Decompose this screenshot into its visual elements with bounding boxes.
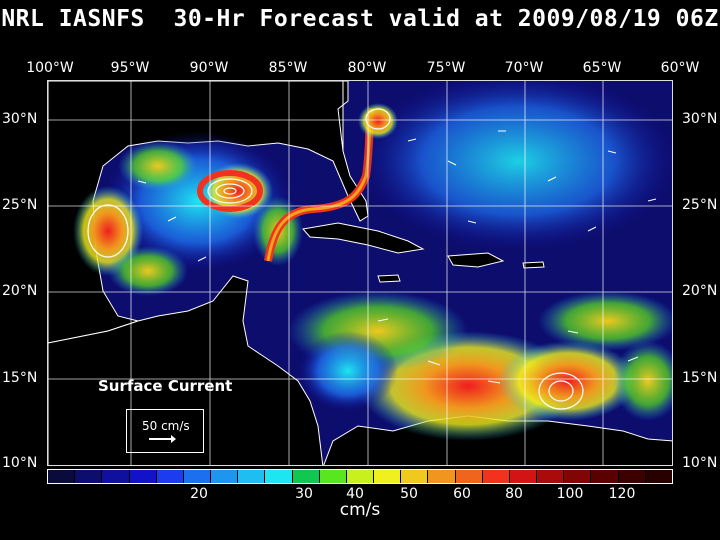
lat-label-25n-left: 25°N	[2, 197, 38, 213]
current-vectors	[137, 130, 657, 384]
current-map	[47, 80, 673, 466]
lon-label-75w: 75°W	[426, 60, 466, 76]
lat-label-25n-right: 25°N	[682, 197, 718, 213]
atlantic-coast-land	[337, 81, 349, 152]
colorbar-segment-8	[265, 470, 293, 483]
colorbar-segment-3	[129, 470, 157, 483]
lat-label-10n-left: 10°N	[2, 455, 38, 471]
lat-label-30n-right: 30°N	[682, 111, 718, 127]
colorbar-tick-100: 100	[556, 486, 584, 502]
hispaniola-land	[447, 252, 505, 268]
lon-label-95w: 95°W	[110, 60, 150, 76]
jamaica-land	[377, 274, 401, 283]
central-america-land	[48, 275, 324, 465]
lon-label-60w: 60°W	[660, 60, 700, 76]
lon-label-100w: 100°W	[26, 60, 74, 76]
colorbar-segment-15	[455, 470, 483, 483]
colorbar-units: cm/s	[339, 500, 381, 520]
colorbar-segment-17	[509, 470, 538, 483]
colorbar-segment-13	[401, 470, 429, 483]
lat-label-20n-right: 20°N	[682, 283, 718, 299]
colorbar-segment-0	[48, 470, 76, 483]
colorbar-segment-10	[319, 470, 347, 483]
cuba-land	[302, 222, 425, 254]
colorbar-segment-21	[618, 470, 646, 483]
colorbar-segment-1	[75, 470, 103, 483]
colorbar-tick-120: 120	[608, 486, 636, 502]
colorbar-segment-19	[564, 470, 592, 483]
lat-label-15n-right: 15°N	[682, 370, 718, 386]
lat-label-30n-left: 30°N	[2, 111, 38, 127]
lon-label-85w: 85°W	[268, 60, 308, 76]
lat-lon-grid	[48, 81, 672, 465]
lon-label-80w: 80°W	[347, 60, 387, 76]
current-speed-field	[73, 81, 672, 441]
lat-label-20n-left: 20°N	[2, 283, 38, 299]
colorbar-tick-50: 50	[400, 486, 418, 502]
reference-arrow-icon	[149, 435, 176, 443]
colorbar-segment-9	[292, 470, 320, 483]
colorbar-segment-2	[102, 470, 130, 483]
colorbar-segment-7	[238, 470, 266, 483]
colorbar-tick-30: 30	[295, 486, 313, 502]
colorbar-segment-6	[211, 470, 239, 483]
colorbar-segment-22	[645, 470, 672, 483]
colorbar-segment-18	[537, 470, 565, 483]
reference-vector-label: 50 cm/s	[142, 419, 190, 433]
colorbar-segment-12	[374, 470, 402, 483]
colorbar-segment-14	[428, 470, 456, 483]
colorbar	[47, 469, 673, 484]
colorbar-tick-80: 80	[505, 486, 523, 502]
lat-label-15n-left: 15°N	[2, 370, 38, 386]
eddy-rings	[87, 108, 584, 410]
colorbar-tick-60: 60	[453, 486, 471, 502]
puerto-rico-land	[522, 261, 545, 269]
colorbar-tick-40: 40	[346, 486, 364, 502]
colorbar-segment-11	[346, 470, 375, 483]
colorbar-segment-5	[183, 470, 212, 483]
reference-vector-box: 50 cm/s	[126, 409, 204, 453]
page-title: NRL IASNFS 30-Hr Forecast valid at 2009/…	[1, 6, 719, 32]
lon-label-70w: 70°W	[504, 60, 544, 76]
colorbar-segment-20	[591, 470, 619, 483]
lat-label-10n-right: 10°N	[682, 455, 718, 471]
map-canvas	[48, 81, 672, 465]
lon-label-90w: 90°W	[189, 60, 229, 76]
lon-label-65w: 65°W	[582, 60, 622, 76]
colorbar-segment-16	[482, 470, 510, 483]
field-label: Surface Current	[98, 377, 233, 395]
colorbar-tick-20: 20	[190, 486, 208, 502]
colorbar-segment-4	[156, 470, 184, 483]
